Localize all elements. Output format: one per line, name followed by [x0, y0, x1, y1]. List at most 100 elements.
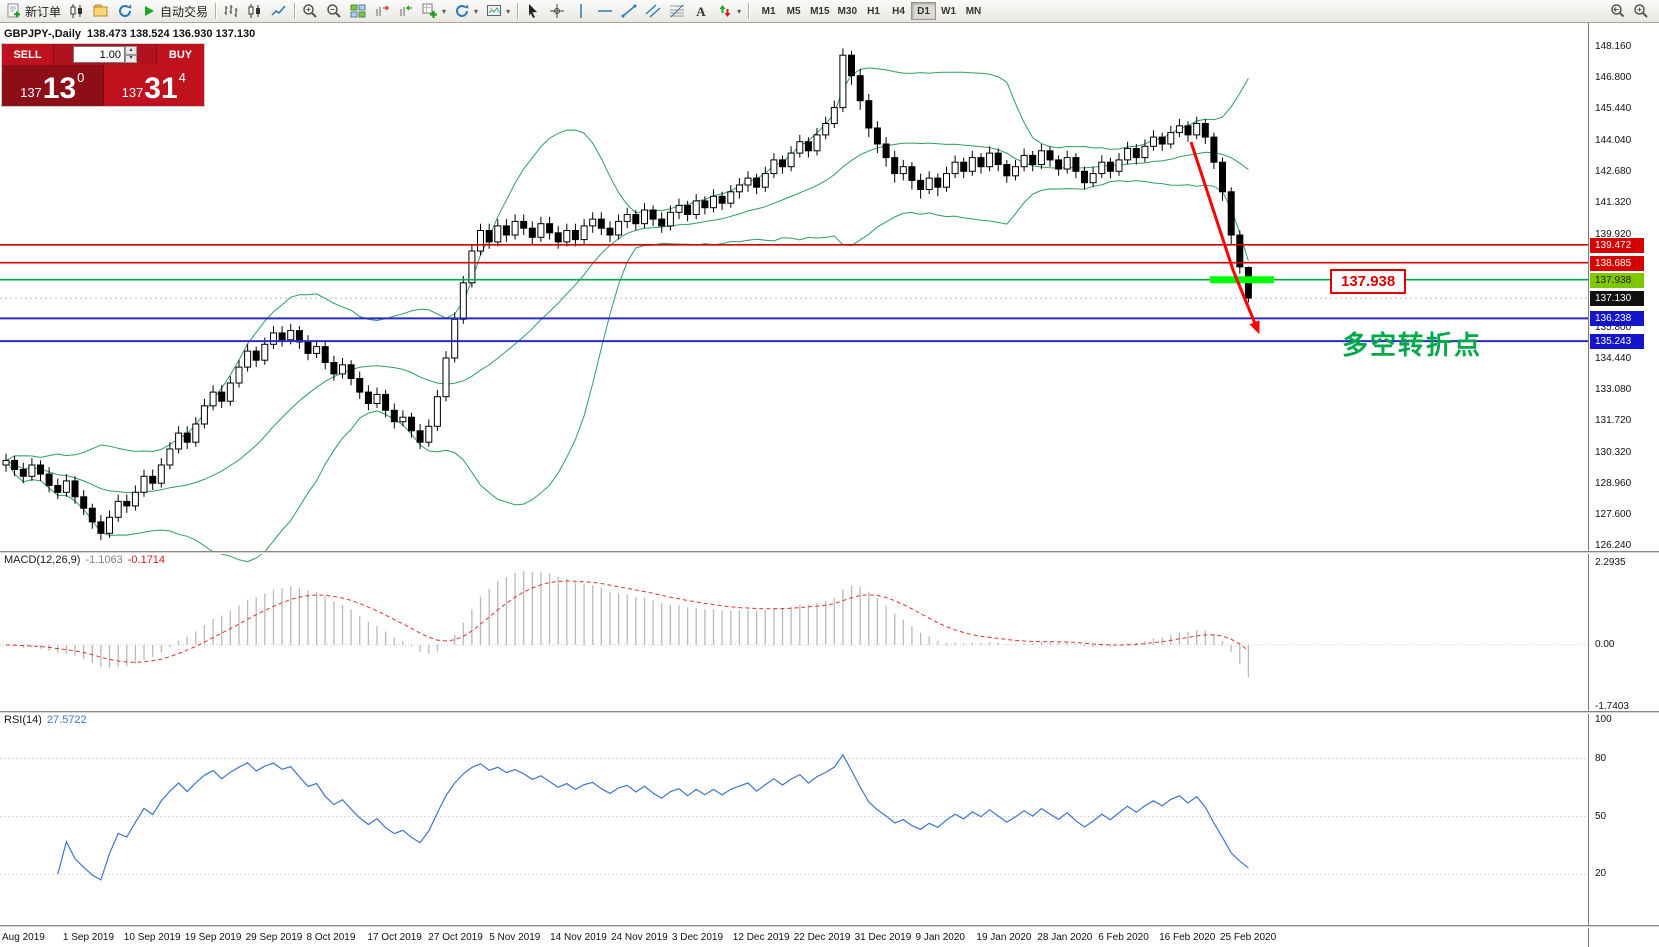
fibonacci-button[interactable] [665, 1, 689, 21]
text-icon: A [693, 3, 709, 19]
date-axis-label: 19 Jan 2020 [976, 932, 1032, 943]
price-axis-label: 148.160 [1595, 41, 1632, 52]
sell-price[interactable]: 137 13 0 [2, 65, 104, 106]
search-button[interactable] [1629, 1, 1653, 21]
date-axis-label: 31 Dec 2019 [854, 932, 912, 943]
candles-icon [247, 3, 263, 19]
timeframe-h1-button[interactable]: H1 [861, 2, 886, 20]
date-axis-label: 1 Sep 2019 [62, 932, 115, 943]
price-axis-label: 139.920 [1595, 228, 1632, 240]
price-axis-badge: 137.130 [1590, 291, 1644, 307]
snapshot-button[interactable]: ▾ [482, 1, 514, 21]
horizontal-line-button[interactable] [593, 1, 617, 21]
panel-divider[interactable] [0, 551, 1659, 554]
fibo-icon [669, 3, 685, 19]
volume-down-icon[interactable]: ▾ [125, 54, 137, 63]
vertical-line-button[interactable] [569, 1, 593, 21]
buy-price[interactable]: 137 31 4 [103, 65, 204, 106]
hline-icon [597, 3, 613, 19]
trend-arrow[interactable] [1189, 141, 1258, 327]
turning-point-annotation[interactable]: 多空转折点 [1342, 330, 1483, 360]
price-axis-label: 135.800 [1595, 322, 1632, 334]
timeframe-m1-button[interactable]: M1 [756, 2, 781, 20]
date-axis-label: 27 Oct 2019 [428, 932, 483, 943]
picture-icon [486, 3, 502, 19]
chart-shift-button[interactable] [370, 1, 394, 21]
tile-windows-button[interactable] [346, 1, 370, 21]
date-axis-label: 6 Feb 2020 [1098, 932, 1149, 943]
timeframe-toolbar: M1 M5 M15 M30 H1 H4 D1 W1 MN [756, 2, 986, 20]
svg-text:A: A [696, 4, 706, 19]
line-chart-button[interactable] [267, 1, 291, 21]
zoom-in-icon [302, 3, 318, 19]
date-axis-label: 24 Nov 2019 [611, 932, 668, 943]
price-axis-label: 142.680 [1595, 165, 1632, 177]
timeframe-m30-button[interactable]: M30 [834, 2, 861, 20]
play-icon [141, 3, 157, 19]
cursor-button[interactable] [521, 1, 545, 21]
price-annotation-box[interactable]: 137.938 [1330, 269, 1407, 294]
date-axis-label: 25 Feb 2020 [1220, 932, 1277, 943]
trendline-button[interactable] [617, 1, 641, 21]
rsi-axis-label: 80 [1595, 752, 1607, 764]
grid-icon [350, 3, 366, 19]
chart-area: GBPJPY-,Daily 138.473 138.524 136.930 137… [0, 23, 1659, 947]
sell-button[interactable]: SELL [2, 44, 54, 65]
date-axis: Aug 2019 1 Sep 2019 10 Sep 2019 19 Sep 2019… [0, 928, 1588, 947]
cycle-icon [454, 3, 470, 19]
price-axis: 148.160 146.800 145.440 144.040 142.680 141.3… [1588, 23, 1659, 947]
candlestick-chart-button[interactable] [243, 1, 267, 21]
price-chart-canvas[interactable] [0, 23, 1588, 947]
arrows-icon [717, 3, 733, 19]
new-order-button[interactable]: 新订单 [2, 1, 65, 21]
price-axis-label: 134.440 [1595, 353, 1632, 365]
buy-button[interactable]: BUY [156, 44, 204, 65]
zoom-out-icon [326, 3, 342, 19]
symbol-period-label: GBPJPY-,Daily [4, 28, 82, 40]
crosshair-button[interactable] [545, 1, 569, 21]
timeframe-m5-button[interactable]: M5 [781, 2, 806, 20]
timeframe-d1-button[interactable]: D1 [911, 2, 936, 20]
price-axis-label: 131.720 [1595, 415, 1632, 427]
rsi-axis-label: 50 [1595, 810, 1607, 822]
volume-up-icon[interactable]: ▴ [125, 46, 137, 55]
timeframe-mn-button[interactable]: MN [961, 2, 986, 20]
equidistant-channel-button[interactable] [641, 1, 665, 21]
new-chart-button[interactable]: ▾ [418, 1, 450, 21]
price-axis-label: 141.320 [1595, 196, 1632, 208]
price-axis-badge: 138.685 [1590, 255, 1644, 271]
autoscroll-icon [398, 3, 414, 19]
date-axis-label: Aug 2019 [2, 932, 45, 943]
date-axis-label: 16 Feb 2020 [1159, 932, 1216, 943]
zoom-in-button[interactable] [298, 1, 322, 21]
rsi-indicator-label: RSI(14) 27.5722 [4, 714, 87, 726]
bar-chart-button[interactable] [219, 1, 243, 21]
zoom-out-button[interactable] [322, 1, 346, 21]
search-community-button[interactable] [1605, 1, 1629, 21]
macd-axis-label: 2.2935 [1595, 557, 1626, 568]
timeframe-m15-button[interactable]: M15 [806, 2, 833, 20]
volume-input[interactable] [73, 46, 125, 63]
arrows-tool-button[interactable]: ▾ [713, 1, 745, 21]
refresh-data-button[interactable] [113, 1, 137, 21]
date-axis-label: 17 Oct 2019 [367, 932, 422, 943]
autotrading-button[interactable]: 自动交易 [137, 1, 212, 21]
new-order-icon [6, 3, 22, 19]
profiles-button[interactable] [89, 1, 113, 21]
price-axis-label: 127.600 [1595, 509, 1632, 520]
auto-scroll-button[interactable] [394, 1, 418, 21]
panel-divider[interactable] [0, 711, 1659, 714]
trend-arrow-head [1249, 320, 1260, 335]
profiles-icon [93, 3, 109, 19]
text-label-button[interactable]: A [689, 1, 713, 21]
timeframe-h4-button[interactable]: H4 [886, 2, 911, 20]
macd-axis-label: 0.00 [1595, 638, 1615, 650]
toolbar-separator [215, 3, 217, 19]
timeframe-w1-button[interactable]: W1 [936, 2, 961, 20]
chart-window-button[interactable] [65, 1, 89, 21]
price-axis-label: 126.240 [1595, 540, 1632, 551]
channel-icon [645, 3, 661, 19]
period-presets-button[interactable]: ▾ [450, 1, 482, 21]
trendline-icon [621, 3, 637, 19]
